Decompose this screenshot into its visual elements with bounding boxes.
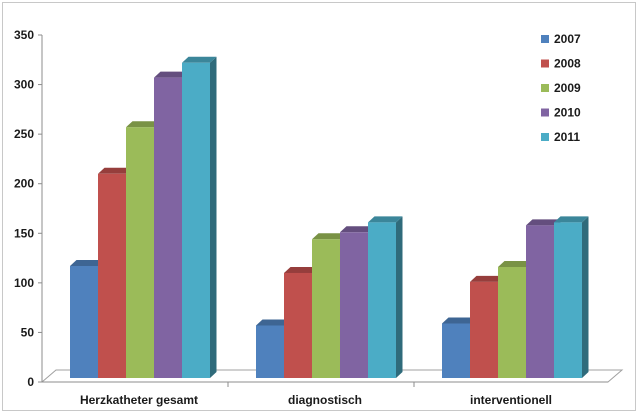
bar <box>284 272 312 378</box>
bar <box>554 222 582 378</box>
bar-top <box>154 71 189 78</box>
bar-top <box>470 275 505 282</box>
y-tick-label: 0 <box>27 375 34 389</box>
bar-top <box>284 266 319 273</box>
bar-top <box>368 216 403 223</box>
legend-swatch <box>541 59 549 68</box>
legend-swatch <box>541 35 549 43</box>
legend-swatch <box>541 84 549 92</box>
bar <box>442 323 470 378</box>
bar-top <box>70 260 105 267</box>
legend-swatch <box>541 108 549 117</box>
legend-swatch <box>541 133 549 141</box>
bar <box>126 127 154 379</box>
bar-top <box>554 216 589 223</box>
bar-side <box>582 216 589 378</box>
bar <box>470 281 498 378</box>
y-tick-label: 150 <box>14 226 34 240</box>
bar <box>256 325 284 378</box>
bar <box>182 62 210 378</box>
bar-top <box>256 319 291 326</box>
bar-top <box>126 121 161 128</box>
bar-side <box>396 216 403 378</box>
bar <box>340 232 368 378</box>
bar-top <box>526 219 561 226</box>
legend-label: 2008 <box>554 57 581 71</box>
bar-top <box>340 226 375 233</box>
bar <box>498 266 526 378</box>
y-tick-label: 350 <box>14 28 34 42</box>
bar-top <box>312 233 347 240</box>
bar <box>368 222 396 378</box>
y-tick-label: 300 <box>14 78 34 92</box>
x-category-label: interventionell <box>470 393 552 407</box>
y-tick-label: 250 <box>14 127 34 141</box>
bar-top <box>182 56 217 63</box>
legend-label: 2009 <box>554 81 581 95</box>
bar <box>312 239 340 378</box>
bar <box>526 225 554 378</box>
legend-label: 2010 <box>554 106 581 120</box>
bar-side <box>210 56 217 378</box>
bar-top <box>498 260 533 267</box>
bar-top <box>442 317 477 324</box>
x-category-label: diagnostisch <box>288 393 362 407</box>
bar-top <box>98 167 133 174</box>
y-tick-label: 100 <box>14 276 34 290</box>
y-tick-label: 200 <box>14 177 34 191</box>
bar <box>154 77 182 378</box>
legend-label: 2007 <box>554 32 581 46</box>
x-category-label: Herzkatheter gesamt <box>80 393 198 407</box>
bar <box>70 266 98 378</box>
y-tick-label: 50 <box>21 325 35 339</box>
legend-label: 2011 <box>554 130 580 144</box>
bar <box>98 173 126 378</box>
